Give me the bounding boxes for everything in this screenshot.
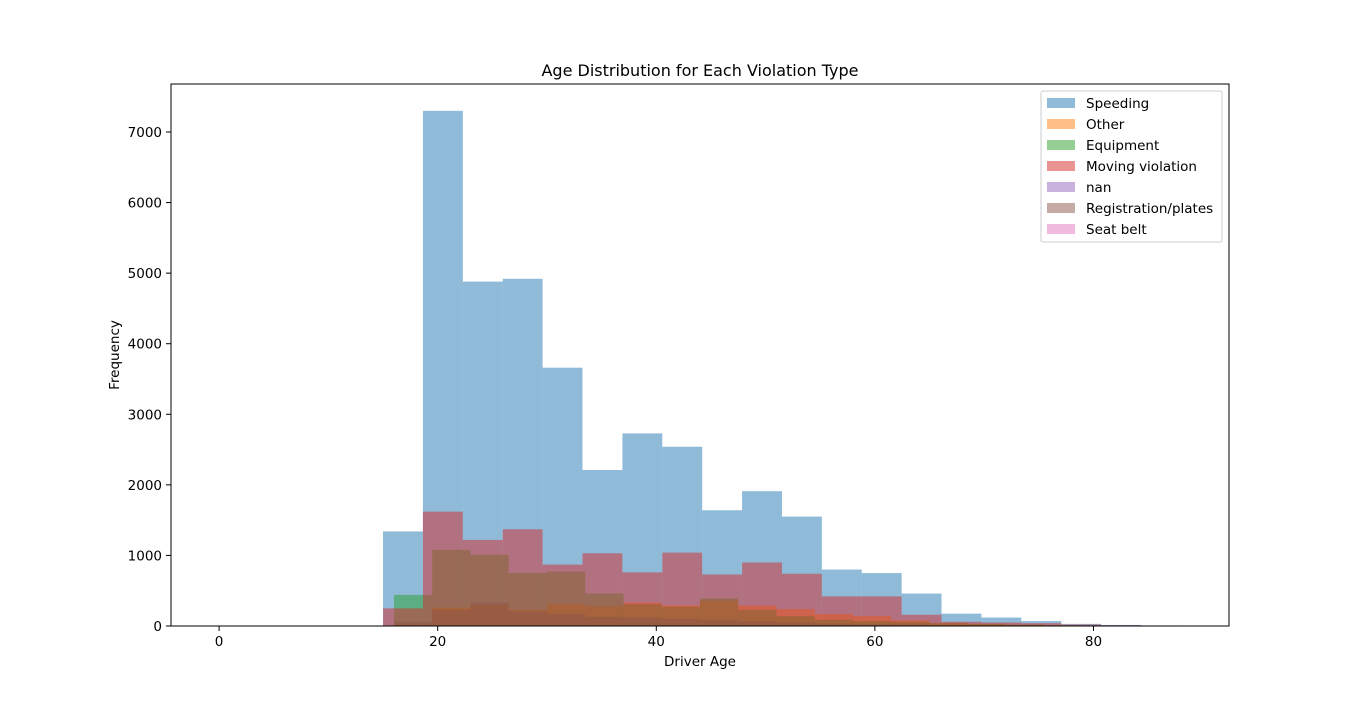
- bar-moving-violation-1: [422, 511, 463, 626]
- bar-moving-violation-13: [901, 614, 942, 626]
- legend-swatch-seat-belt: [1047, 224, 1075, 234]
- bar-registration-plates-4: [546, 614, 586, 626]
- bar-registration-plates-3: [508, 611, 547, 626]
- x-tick-label: 40: [648, 634, 665, 650]
- legend-label-equipment: Equipment: [1086, 138, 1159, 154]
- bars-layer: [383, 110, 1181, 626]
- bar-moving-violation-6: [622, 572, 663, 626]
- y-tick-label: 4000: [128, 337, 162, 353]
- y-tick-label: 5000: [128, 266, 162, 282]
- x-tick-label: 80: [1085, 634, 1102, 650]
- bar-moving-violation-12: [861, 596, 902, 626]
- legend-label-seat-belt: Seat belt: [1086, 222, 1147, 238]
- bar-moving-violation-14: [941, 621, 982, 626]
- bar-moving-violation-10: [781, 573, 822, 626]
- bar-moving-violation-7: [662, 552, 703, 626]
- bar-moving-violation-11: [821, 596, 862, 626]
- bar-moving-violation-17: [1061, 624, 1102, 626]
- y-tick-label: 6000: [128, 196, 162, 212]
- bar-registration-plates-13: [891, 624, 930, 626]
- legend-swatch-speeding: [1047, 98, 1075, 108]
- legend-swatch-moving-violation: [1047, 161, 1075, 171]
- y-tick-label: 7000: [128, 125, 162, 141]
- bar-registration-plates-9: [738, 621, 777, 626]
- y-tick-label: 2000: [128, 478, 162, 494]
- series-moving-violation: [383, 511, 1181, 626]
- bar-registration-plates-8: [700, 619, 739, 626]
- legend-swatch-equipment: [1047, 140, 1075, 150]
- legend-label-nan: nan: [1086, 180, 1111, 196]
- bar-registration-plates-5: [585, 616, 624, 626]
- legend: Speeding Other Equipment Moving violation na…: [1040, 90, 1223, 243]
- bar-moving-violation-8: [702, 574, 743, 626]
- bar-registration-plates-0: [393, 621, 433, 626]
- x-axis-label: Driver Age: [664, 654, 736, 670]
- bar-registration-plates-7: [661, 618, 700, 626]
- bar-moving-violation-3: [502, 529, 543, 626]
- y-axis-label: Frequency: [107, 320, 123, 390]
- legend-label-registration-plates: Registration/plates: [1086, 201, 1213, 217]
- legend-swatch-other: [1047, 119, 1075, 129]
- legend-label-moving-violation: Moving violation: [1086, 159, 1197, 175]
- y-tick-label: 0: [153, 619, 162, 635]
- bar-moving-violation-0: [383, 608, 423, 626]
- x-axis-ticks: 0 20 40 60 80: [215, 626, 1102, 650]
- bar-registration-plates-2: [470, 602, 509, 626]
- x-tick-label: 0: [215, 634, 224, 650]
- bar-moving-violation-16: [1021, 623, 1062, 626]
- series-registration-plates: [393, 602, 1160, 626]
- legend-label-other: Other: [1086, 117, 1125, 133]
- bar-moving-violation-5: [582, 553, 623, 626]
- bar-speeding-15: [981, 617, 1022, 626]
- chart-title: Age Distribution for Each Violation Type: [541, 61, 858, 80]
- x-tick-label: 20: [429, 634, 446, 650]
- plot-frame: [170, 83, 1230, 627]
- bar-registration-plates-1: [432, 609, 471, 626]
- bar-moving-violation-15: [981, 622, 1022, 626]
- bar-registration-plates-12: [853, 624, 892, 626]
- bar-registration-plates-6: [623, 617, 662, 626]
- legend-label-speeding: Speeding: [1086, 96, 1149, 112]
- bar-registration-plates-11: [814, 623, 854, 626]
- x-tick-label: 60: [866, 634, 883, 650]
- y-tick-label: 1000: [128, 548, 162, 564]
- y-tick-label: 3000: [128, 407, 162, 423]
- legend-swatch-registration-plates: [1047, 203, 1075, 213]
- legend-box: [1040, 90, 1223, 243]
- y-axis-ticks: 0 1000 2000 3000 4000 5000 6000 7000: [128, 125, 171, 635]
- bar-moving-violation-9: [742, 562, 782, 626]
- legend-swatch-nan: [1047, 182, 1075, 192]
- bar-registration-plates-10: [776, 622, 815, 626]
